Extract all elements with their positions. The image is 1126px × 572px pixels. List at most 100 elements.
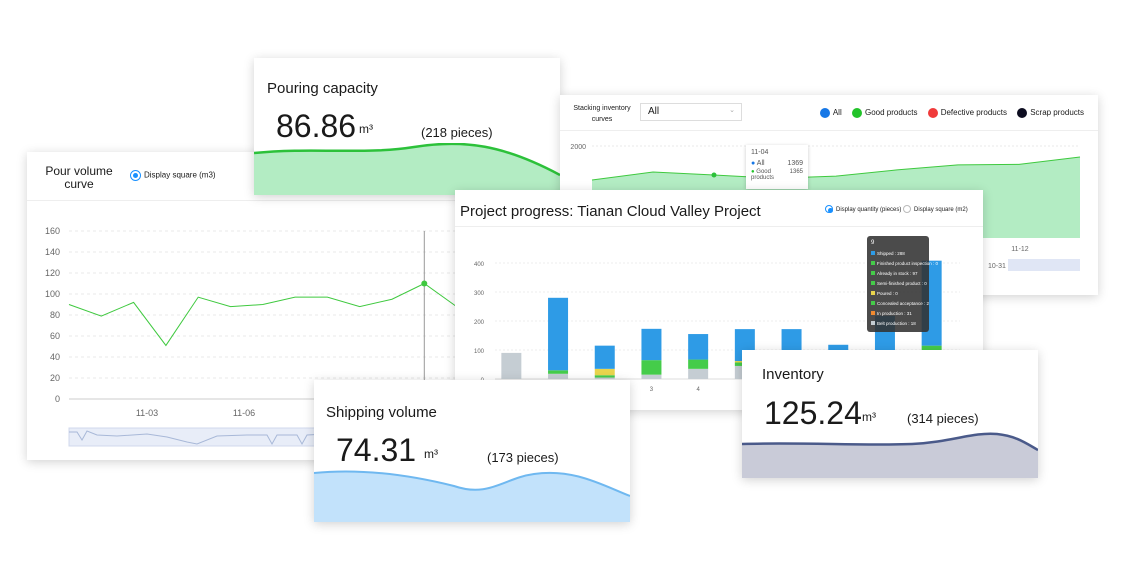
- x-tick-label: 11-03: [136, 408, 158, 418]
- bar-segment-belt: [501, 352, 522, 379]
- tooltip-title: 9: [871, 240, 875, 246]
- x-tick-label: 4: [696, 387, 700, 393]
- slider-label: 10-31: [988, 263, 1006, 270]
- y-tick-label: 60: [50, 331, 60, 341]
- kpi-pieces: (314 pieces): [907, 411, 979, 426]
- tooltip-label: All: [756, 160, 765, 167]
- bar-segment-shipped: [688, 334, 709, 360]
- tooltip-label: In production : 31: [877, 311, 912, 316]
- data-point: [421, 280, 428, 287]
- series-marker-icon: [871, 321, 875, 325]
- tooltip-label: Concealed acceptance : 2: [877, 301, 930, 306]
- data-zoom-slider: [1008, 259, 1080, 271]
- bar-segment-stock: [688, 359, 709, 369]
- bar-segment-shipped: [641, 328, 662, 361]
- tooltip-label: Shipped : 288: [877, 251, 905, 256]
- y-tick-label: 40: [50, 352, 60, 362]
- stacking-select[interactable]: All ⌄: [640, 103, 742, 121]
- x-tick-label: 3: [650, 387, 654, 393]
- legend-item-good[interactable]: Good products: [844, 108, 917, 118]
- kpi-pieces: (218 pieces): [421, 125, 493, 140]
- x-tick-label: 11-12: [1011, 246, 1028, 253]
- bar-segment-belt: [548, 373, 569, 379]
- radio-label: Display square (m2): [914, 206, 968, 213]
- select-value: All: [648, 106, 660, 117]
- bar-segment-belt: [594, 377, 615, 379]
- tooltip-row: ● Good products 1365: [751, 169, 803, 181]
- kpi-title: Shipping volume: [326, 404, 437, 421]
- tooltip-label: Finished product inspection : 0: [877, 261, 939, 266]
- stacking-legend: All Good products Defective products Scr…: [812, 108, 1084, 118]
- radio-group: Display quantity (pieces) Display square…: [825, 205, 968, 213]
- tooltip-row: Finished product inspection : 0: [871, 259, 938, 269]
- display-square-radio[interactable]: Display square (m2): [903, 205, 968, 213]
- pour-volume-card: Pour volume curve Display square (m3) 0 2…: [27, 152, 467, 460]
- kpi-title: Inventory: [762, 366, 824, 383]
- tooltip-label: Belt production : 18: [877, 321, 916, 326]
- project-tooltip: 9 Shipped : 288 Finished product inspecti…: [867, 236, 938, 332]
- radio-label: Display quantity (pieces): [836, 206, 902, 213]
- tooltip-label: Already in stock : 97: [877, 271, 918, 276]
- series-marker-icon: [871, 311, 875, 315]
- series-marker-icon: [871, 291, 875, 295]
- bar-segment-shipped: [548, 297, 569, 371]
- kpi-wave: [742, 432, 1038, 478]
- pour-volume-title: Pour volume curve: [45, 164, 113, 191]
- tooltip-value: 1365: [789, 169, 803, 175]
- legend-dot-icon: [819, 108, 830, 118]
- legend-label: Defective products: [940, 108, 1007, 118]
- legend-item-defective[interactable]: Defective products: [920, 108, 1007, 118]
- divider: [560, 130, 1098, 131]
- slider-preview-line: [69, 430, 348, 446]
- tooltip-value: 1369: [787, 160, 803, 167]
- y-tick-label: 20: [50, 373, 60, 383]
- bar-segment-stock: [548, 370, 569, 374]
- tooltip-row: Poured : 0: [871, 289, 925, 299]
- bar-segment-stock: [641, 360, 662, 375]
- kpi-value: 74.31: [336, 432, 417, 468]
- project-title: Project progress: Tianan Cloud Valley Pr…: [460, 203, 761, 220]
- radio-label: Display square (m3): [144, 170, 216, 180]
- legend-item-scrap[interactable]: Scrap products: [1009, 108, 1084, 118]
- series-marker-icon: [871, 271, 875, 275]
- data-point: [711, 172, 717, 178]
- display-quantity-radio[interactable]: Display quantity (pieces): [825, 205, 902, 213]
- legend-item-all[interactable]: All: [812, 108, 842, 118]
- pouring-capacity-card: Pouring capacity 86.86 m³ (218 pieces): [254, 58, 560, 195]
- x-tick-label: 11-06: [233, 408, 255, 418]
- series-marker-icon: [871, 251, 875, 255]
- tooltip-label: Semi-finished product : 0: [877, 281, 927, 286]
- inventory-card: Inventory 125.24 m³ (314 pieces): [742, 350, 1038, 478]
- shipping-volume-card: Shipping volume 74.31 m³ (173 pieces): [314, 380, 630, 522]
- tooltip-row: Already in stock : 97: [871, 269, 925, 279]
- series-line: [591, 156, 1081, 181]
- y-tick-label: 100: [474, 349, 485, 355]
- bar-segment-belt: [688, 368, 709, 379]
- kpi-title: Pouring capacity: [267, 80, 378, 97]
- kpi-value: 86.86: [276, 108, 357, 144]
- tooltip-row: ● All 1369: [751, 160, 803, 167]
- series-line: [68, 282, 457, 347]
- kpi-unit: m³: [862, 410, 876, 424]
- radio-icon: [130, 170, 141, 181]
- y-tick-label: 2000: [570, 144, 586, 151]
- kpi-wave: [254, 143, 560, 195]
- kpi-pieces: (173 pieces): [487, 450, 559, 465]
- y-tick-label: 80: [50, 310, 60, 320]
- divider: [27, 200, 467, 201]
- tooltip-row: Shipped : 288: [871, 249, 925, 259]
- radio-icon: [903, 205, 912, 213]
- display-square-radio[interactable]: Display square (m3): [130, 170, 216, 181]
- tooltip-label: Poured : 0: [877, 291, 898, 296]
- bar-segment-stock: [594, 375, 615, 378]
- legend-label: Scrap products: [1030, 108, 1084, 118]
- series-marker-icon: [871, 261, 875, 265]
- kpi-value: 125.24: [764, 395, 862, 431]
- legend-dot-icon: [851, 108, 862, 118]
- bar-segment-shipped: [594, 345, 615, 369]
- bar-segment-belt: [641, 374, 662, 379]
- y-tick-label: 200: [474, 320, 485, 326]
- radio-icon: [825, 205, 833, 213]
- kpi-wave: [314, 470, 630, 522]
- stacking-title: Stacking inventory curves: [573, 105, 631, 123]
